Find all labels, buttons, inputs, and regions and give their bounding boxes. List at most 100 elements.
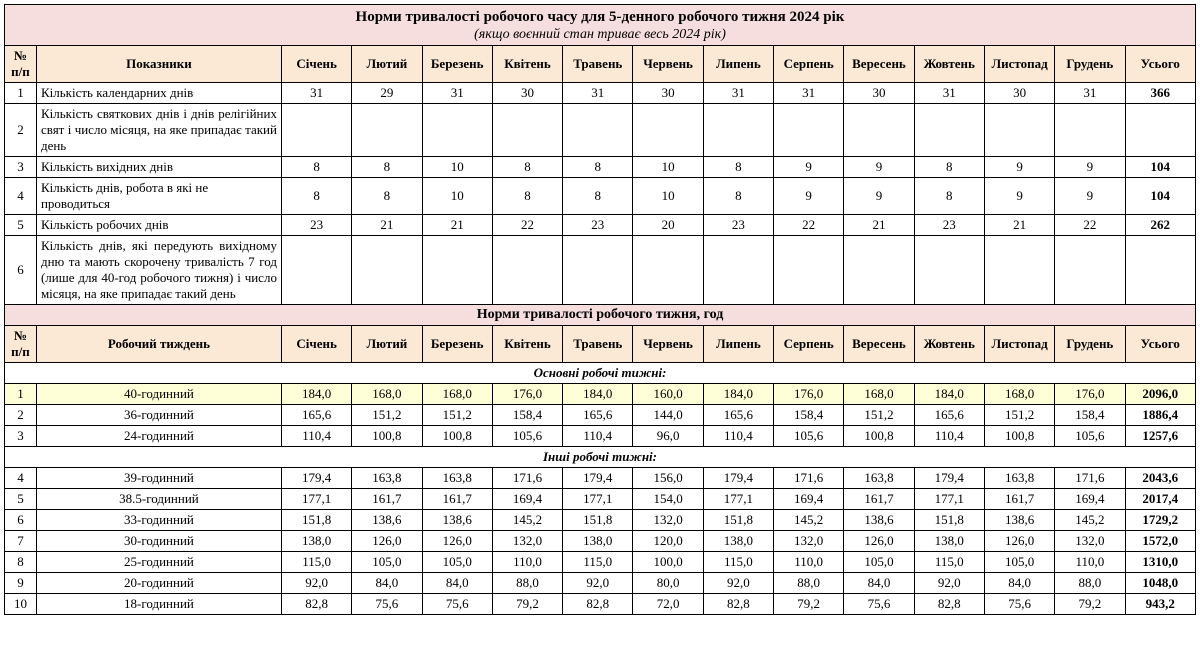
cell-value: 115,0 (563, 552, 633, 573)
col-month: Серпень (774, 46, 844, 83)
cell-value: 163,8 (422, 468, 492, 489)
cell-value: 110,4 (563, 426, 633, 447)
row-num: 2 (5, 104, 37, 157)
cell-value: 176,0 (1055, 384, 1125, 405)
cell-value: 105,0 (352, 552, 422, 573)
cell-value (352, 236, 422, 305)
cell-value: 8 (281, 157, 351, 178)
cell-value: 110,4 (703, 426, 773, 447)
row-num: 6 (5, 236, 37, 305)
cell-value: 132,0 (1055, 531, 1125, 552)
cell-value: 82,8 (563, 594, 633, 615)
cell-value (422, 236, 492, 305)
col-month: Вересень (844, 46, 914, 83)
cell-value: 138,0 (281, 531, 351, 552)
cell-value: 138,6 (422, 510, 492, 531)
cell-total: 1886,4 (1125, 405, 1195, 426)
row-num: 3 (5, 157, 37, 178)
cell-value (1055, 104, 1125, 157)
row-workweek: 40-годинний (36, 384, 281, 405)
col-month: Грудень (1055, 326, 1125, 363)
cell-value (703, 104, 773, 157)
cell-value: 179,4 (563, 468, 633, 489)
cell-value: 179,4 (703, 468, 773, 489)
cell-value: 171,6 (492, 468, 562, 489)
cell-value: 31 (703, 83, 773, 104)
cell-value: 176,0 (492, 384, 562, 405)
cell-value: 132,0 (492, 531, 562, 552)
cell-total: 1048,0 (1125, 573, 1195, 594)
cell-value: 9 (844, 178, 914, 215)
cell-total: 1729,2 (1125, 510, 1195, 531)
col-total: Усього (1125, 46, 1195, 83)
cell-value: 92,0 (281, 573, 351, 594)
cell-value: 138,6 (352, 510, 422, 531)
cell-value: 105,6 (492, 426, 562, 447)
cell-value: 165,6 (914, 405, 984, 426)
cell-value: 88,0 (774, 573, 844, 594)
row-num: 10 (5, 594, 37, 615)
cell-value: 169,4 (492, 489, 562, 510)
cell-value: 92,0 (914, 573, 984, 594)
cell-value: 9 (1055, 178, 1125, 215)
row-indicator: Кількість робочих днів (36, 215, 281, 236)
cell-value: 23 (914, 215, 984, 236)
row-workweek: 20-годинний (36, 573, 281, 594)
row-num: 5 (5, 215, 37, 236)
row-num: 9 (5, 573, 37, 594)
main-title: Норми тривалості робочого часу для 5-ден… (5, 5, 1196, 46)
subsection-main: Основні робочі тижні: (5, 363, 1196, 384)
cell-value: 145,2 (774, 510, 844, 531)
cell-value: 158,4 (1055, 405, 1125, 426)
cell-total: 262 (1125, 215, 1195, 236)
col-month: Травень (563, 326, 633, 363)
cell-value: 23 (703, 215, 773, 236)
col-month: Січень (281, 326, 351, 363)
cell-value: 138,0 (914, 531, 984, 552)
cell-value: 163,8 (984, 468, 1054, 489)
cell-value: 21 (422, 215, 492, 236)
cell-value: 168,0 (352, 384, 422, 405)
cell-value: 126,0 (352, 531, 422, 552)
col-month: Листопад (984, 46, 1054, 83)
cell-value: 75,6 (844, 594, 914, 615)
cell-value (1055, 236, 1125, 305)
row-num: 5 (5, 489, 37, 510)
cell-value: 126,0 (422, 531, 492, 552)
cell-value: 9 (844, 157, 914, 178)
row-num: 6 (5, 510, 37, 531)
cell-value: 92,0 (703, 573, 773, 594)
cell-value: 80,0 (633, 573, 703, 594)
cell-value: 79,2 (492, 594, 562, 615)
cell-value: 92,0 (563, 573, 633, 594)
cell-value: 165,6 (703, 405, 773, 426)
col-month: Січень (281, 46, 351, 83)
cell-value: 158,4 (774, 405, 844, 426)
cell-value: 84,0 (844, 573, 914, 594)
cell-value: 138,0 (563, 531, 633, 552)
col-month: Березень (422, 46, 492, 83)
row-workweek: 24-годинний (36, 426, 281, 447)
cell-value (844, 236, 914, 305)
cell-value: 8 (563, 178, 633, 215)
col-month: Липень (703, 326, 773, 363)
col-month: Червень (633, 46, 703, 83)
cell-value: 20 (633, 215, 703, 236)
cell-total: 2043,6 (1125, 468, 1195, 489)
cell-value: 105,0 (422, 552, 492, 573)
cell-value: 115,0 (703, 552, 773, 573)
cell-value: 151,8 (563, 510, 633, 531)
col-month: Липень (703, 46, 773, 83)
col-num: № п/п (5, 46, 37, 83)
cell-value: 84,0 (422, 573, 492, 594)
cell-value: 161,7 (984, 489, 1054, 510)
cell-value: 30 (984, 83, 1054, 104)
cell-value: 29 (352, 83, 422, 104)
cell-value (984, 236, 1054, 305)
cell-value: 30 (844, 83, 914, 104)
col-total: Усього (1125, 326, 1195, 363)
cell-value: 184,0 (914, 384, 984, 405)
cell-value (492, 104, 562, 157)
cell-total: 943,2 (1125, 594, 1195, 615)
cell-value: 151,2 (422, 405, 492, 426)
